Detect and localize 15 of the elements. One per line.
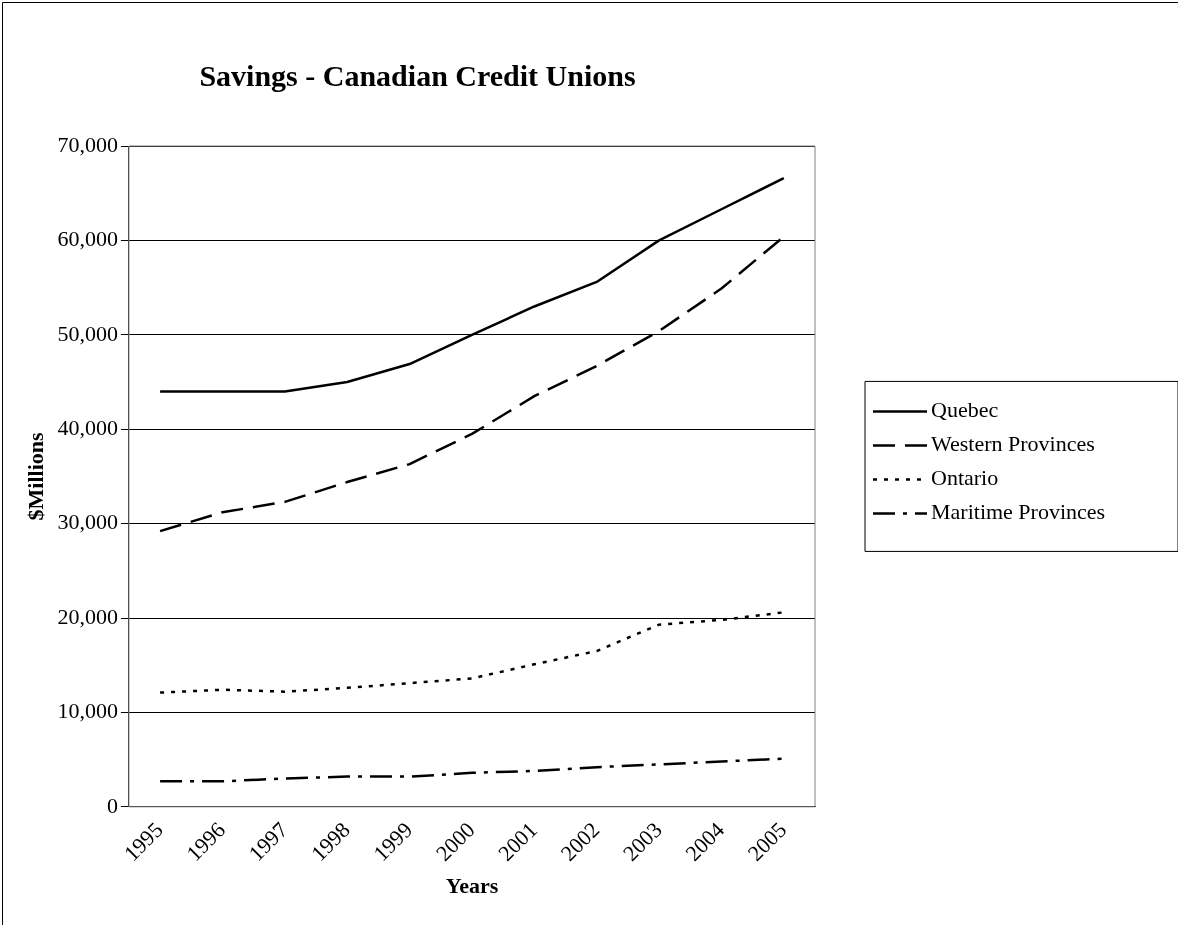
y-tick-label: 10,000 [57,698,118,724]
y-axis-title: $Millions [22,431,48,521]
y-tick-label: 20,000 [57,603,118,629]
y-tick-label: 70,000 [57,131,118,157]
y-tick-label: 60,000 [57,226,118,252]
legend-label: Ontario [931,465,999,491]
chart-title: Savings - Canadian Credit Unions [199,58,636,92]
legend-label: Maritime Provinces [931,499,1106,525]
y-tick-label: 40,000 [57,414,118,440]
legend-label: Quebec [931,397,999,423]
y-tick-label: 30,000 [57,509,118,535]
y-tick-label: 50,000 [57,320,118,346]
x-axis-title: Years [445,873,499,899]
legend-label: Western Provinces [931,431,1095,457]
y-tick-label: 0 [106,792,118,818]
